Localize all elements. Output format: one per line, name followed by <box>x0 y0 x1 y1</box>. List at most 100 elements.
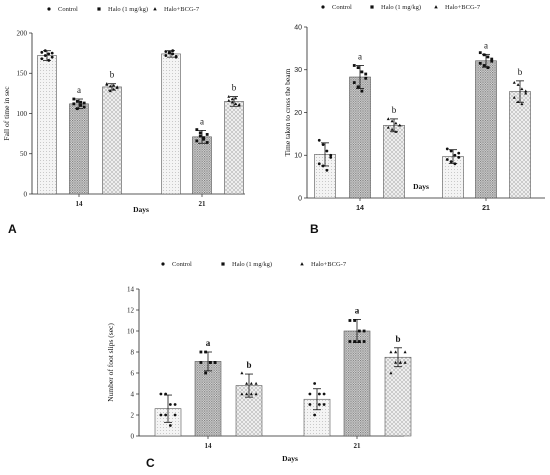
y-tick-label: 200 <box>17 29 28 37</box>
data-point <box>398 123 402 127</box>
significance-letter: b <box>392 105 397 115</box>
data-point <box>398 360 402 364</box>
y-axis-label: Number of foot slips (sec) <box>106 323 115 402</box>
data-point <box>357 340 361 343</box>
data-point <box>394 350 398 354</box>
data-point <box>204 371 208 375</box>
data-point <box>445 147 449 151</box>
data-point <box>199 350 203 354</box>
data-point <box>234 102 238 106</box>
data-point <box>171 49 175 53</box>
significance-letter: b <box>518 67 523 77</box>
bar <box>102 86 122 195</box>
data-point <box>482 53 486 57</box>
data-point <box>386 117 390 121</box>
data-point <box>478 61 482 65</box>
data-point <box>360 89 364 93</box>
data-point <box>457 155 461 159</box>
data-point <box>449 160 453 164</box>
data-point <box>164 413 168 417</box>
data-point <box>329 153 333 157</box>
data-point <box>356 85 360 89</box>
data-point <box>524 89 528 93</box>
significance-letter: b <box>110 70 115 80</box>
y-tick-label: 10 <box>294 153 302 160</box>
data-point <box>159 413 163 417</box>
data-point <box>173 413 177 417</box>
data-point <box>445 158 449 161</box>
y-tick-label: 0 <box>24 190 28 198</box>
data-point <box>75 100 79 103</box>
data-point <box>403 360 407 364</box>
legend-entry: Halo (1 mg/kg) <box>108 6 148 13</box>
legend-entry: Halo+BCG-7 <box>311 261 347 268</box>
y-tick-label: 8 <box>131 348 135 356</box>
data-point <box>195 139 199 143</box>
data-point <box>516 100 520 104</box>
data-point <box>174 55 178 59</box>
data-point <box>389 350 393 354</box>
data-point <box>322 392 326 396</box>
y-tick-label: 50 <box>20 150 28 158</box>
data-point <box>164 54 168 57</box>
data-point <box>205 133 209 136</box>
data-point <box>227 99 231 102</box>
data-point <box>394 360 398 364</box>
significance-letter: a <box>200 116 204 126</box>
panel-letter: A <box>8 222 17 236</box>
data-point <box>115 85 119 89</box>
bar <box>475 60 497 199</box>
data-point <box>245 381 249 385</box>
bar <box>343 330 371 437</box>
data-point <box>308 392 312 396</box>
legend-entry: Halo (1 mg/kg) <box>381 4 421 11</box>
data-point <box>227 94 231 98</box>
data-point <box>40 57 44 61</box>
x-tick-label: 21 <box>482 205 490 212</box>
y-tick-label: 100 <box>17 110 28 118</box>
legend-marker <box>300 262 304 266</box>
data-point <box>254 381 258 385</box>
legend-marker <box>221 262 225 266</box>
y-tick-label: 6 <box>131 369 135 377</box>
data-point <box>173 403 177 406</box>
data-point <box>47 58 51 62</box>
data-point <box>199 361 203 364</box>
data-point <box>325 168 329 172</box>
data-point <box>240 392 244 396</box>
data-point <box>168 424 172 427</box>
data-point <box>524 91 528 95</box>
data-point <box>449 149 453 153</box>
significance-letter: a <box>77 85 81 95</box>
y-axis-label: Fall of time in sec <box>2 86 11 141</box>
chart-panel-c: 0 2 4 6 8 10 12 14 Number of foot slips (sec) 14 a… <box>106 261 412 470</box>
data-point <box>213 361 217 364</box>
data-point <box>249 381 253 385</box>
data-point <box>348 340 352 343</box>
data-point <box>360 70 364 74</box>
legend-marker <box>321 5 325 9</box>
data-point <box>389 371 393 375</box>
bar <box>235 385 263 437</box>
data-point <box>164 392 168 396</box>
data-point <box>478 51 482 55</box>
data-point <box>75 107 79 111</box>
data-point <box>317 162 321 166</box>
data-point <box>313 382 317 385</box>
legend-entry: Control <box>58 6 78 13</box>
data-point <box>348 319 352 322</box>
data-point <box>352 81 356 84</box>
significance-letter: a <box>355 305 360 315</box>
data-point <box>353 340 357 343</box>
data-point <box>112 87 116 91</box>
y-tick-label: 10 <box>127 327 135 335</box>
data-point <box>43 49 47 53</box>
y-axis-label: Time taken to cross the beam <box>283 68 292 156</box>
data-point <box>390 119 394 123</box>
data-point <box>364 72 368 76</box>
legend-marker <box>153 7 157 11</box>
data-point <box>512 80 516 84</box>
data-point <box>362 329 366 333</box>
data-point <box>237 103 241 106</box>
